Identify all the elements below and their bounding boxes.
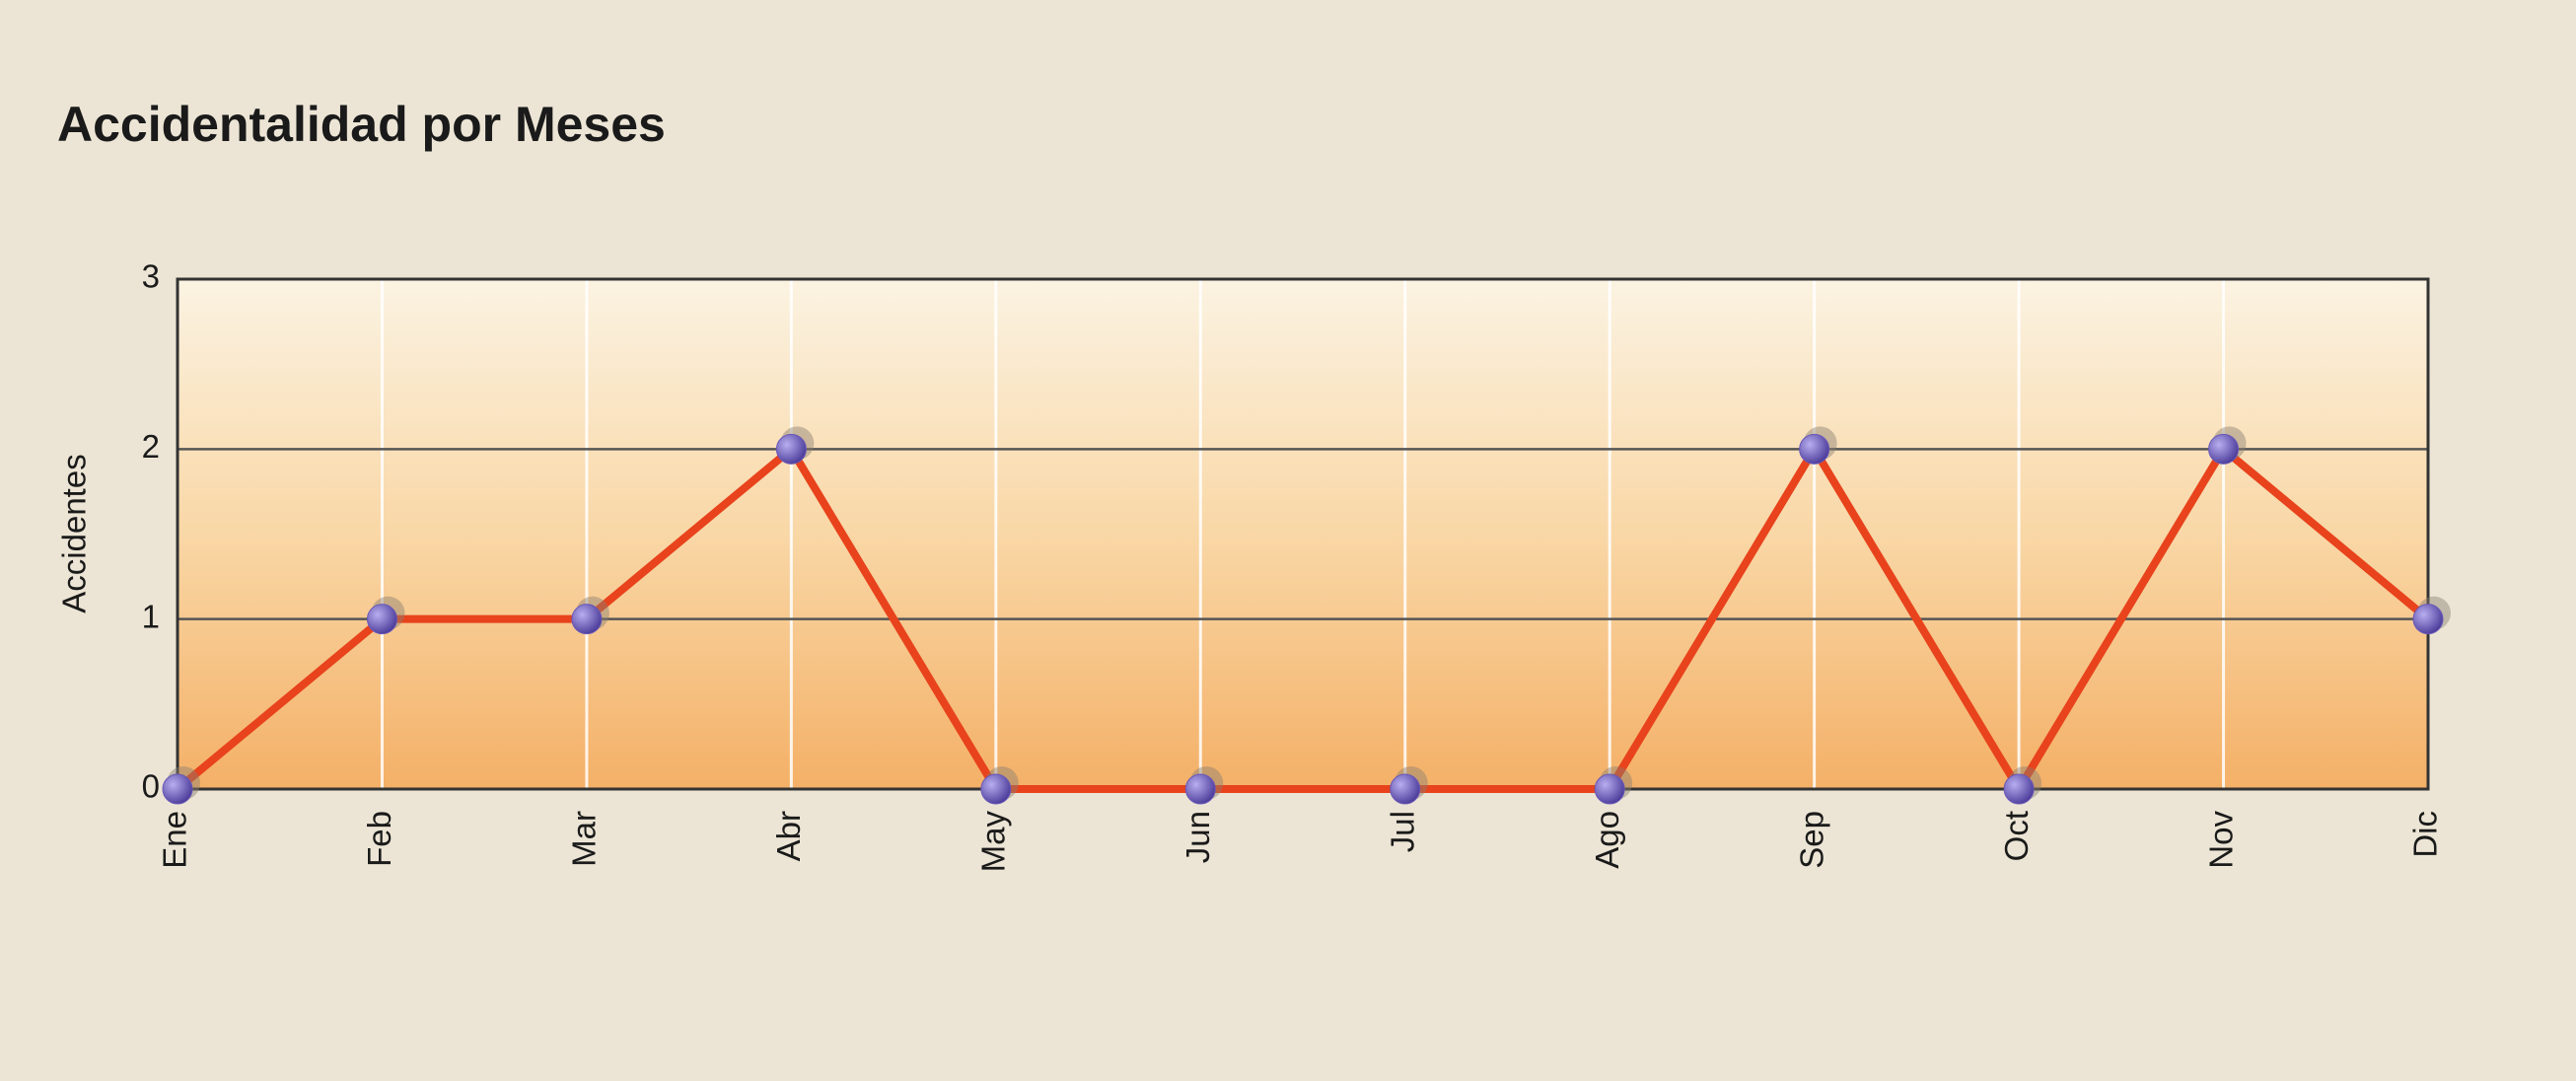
marker — [1594, 773, 1625, 805]
x-tick-label: Jun — [1180, 811, 1216, 863]
marker — [980, 773, 1012, 805]
marker — [1799, 433, 1830, 465]
marker — [1184, 773, 1216, 805]
y-tick-label: 0 — [142, 768, 160, 805]
y-tick-label: 3 — [142, 258, 160, 295]
marker — [775, 433, 807, 465]
x-tick-label: Feb — [361, 811, 397, 867]
y-tick-label: 2 — [142, 428, 160, 465]
x-tick-label: Mar — [566, 811, 603, 867]
x-tick-label: Nov — [2202, 811, 2239, 869]
x-tick-label: Sep — [1793, 811, 1829, 869]
x-tick-label: Jul — [1384, 811, 1420, 852]
marker — [2412, 604, 2444, 635]
x-tick-label: Ago — [1589, 811, 1625, 869]
y-axis-label: Accidentes — [56, 454, 93, 613]
x-tick-label: Ene — [157, 811, 193, 869]
marker — [2003, 773, 2035, 805]
x-tick-label: May — [975, 811, 1012, 873]
marker — [366, 604, 397, 635]
marker — [1390, 773, 1421, 805]
marker — [162, 773, 193, 805]
chart-title: Accidentalidad por Meses — [57, 97, 666, 152]
plot-area — [178, 279, 2428, 789]
x-tick-label: Abr — [770, 811, 807, 861]
x-tick-label: Oct — [1998, 811, 2035, 861]
line — [175, 445, 2431, 793]
marker — [571, 604, 603, 635]
y-tick-label: 1 — [142, 598, 160, 634]
x-tick-label: Dic — [2407, 811, 2444, 858]
marker — [2208, 433, 2240, 465]
